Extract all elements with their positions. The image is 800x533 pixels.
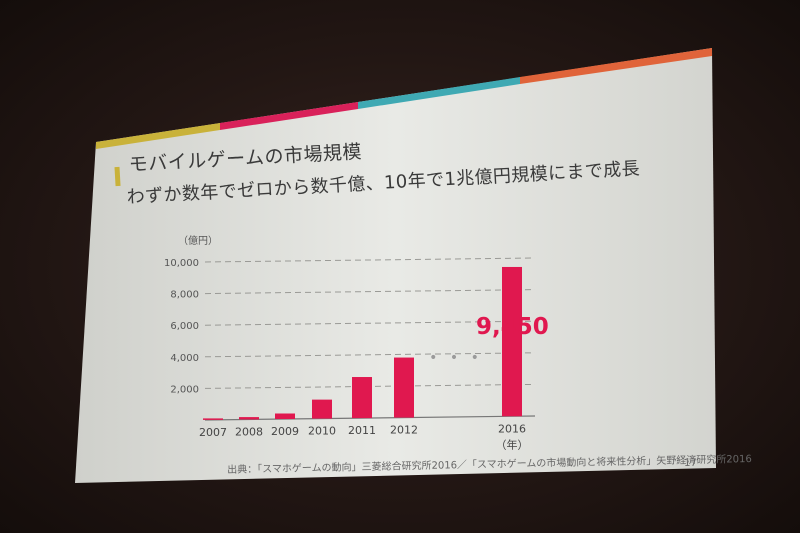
x-tick-label: 2010 — [308, 425, 336, 438]
bar-2016 — [502, 266, 522, 417]
x-tick-label: 2016 — [498, 422, 526, 435]
gridline — [204, 257, 536, 263]
gridline — [204, 289, 536, 295]
x-unit-label: （年） — [496, 437, 529, 451]
bar-chart: 2,000 4,000 6,000 8,000 10,000 （億円） 2007 2008 20… — [164, 234, 549, 451]
page-number: 17 — [684, 457, 697, 469]
x-tick-label: 2009 — [271, 425, 299, 438]
x-tick-label: 2008 — [235, 425, 263, 438]
gridline — [204, 352, 536, 358]
bar-2009 — [275, 413, 295, 420]
y-tick-label: 8,000 — [170, 290, 199, 301]
stripe-olive — [96, 123, 220, 149]
bar-2011 — [352, 377, 372, 419]
x-tick-label: 2012 — [390, 424, 418, 437]
axis-break-marker: • • • — [429, 350, 483, 366]
bar-2010 — [312, 399, 332, 419]
y-tick-label: 10,000 — [164, 258, 199, 269]
y-unit-label: （億円） — [178, 234, 218, 247]
stripe-orange — [520, 48, 712, 84]
gridline — [204, 320, 536, 326]
stripe-teal — [358, 77, 520, 109]
slide-surface — [75, 48, 716, 483]
bar-2007 — [203, 418, 223, 420]
bar-2012 — [394, 357, 414, 418]
bar-2008 — [239, 417, 259, 420]
y-tick-label: 6,000 — [170, 321, 199, 332]
y-tick-label: 4,000 — [170, 353, 199, 364]
highlight-value-label: 9,450 — [476, 314, 549, 340]
stripe-pink — [220, 102, 358, 130]
x-tick-label: 2011 — [348, 424, 376, 437]
title-marker — [114, 166, 121, 187]
y-tick-label: 2,000 — [170, 384, 199, 395]
x-tick-label: 2007 — [199, 426, 227, 439]
